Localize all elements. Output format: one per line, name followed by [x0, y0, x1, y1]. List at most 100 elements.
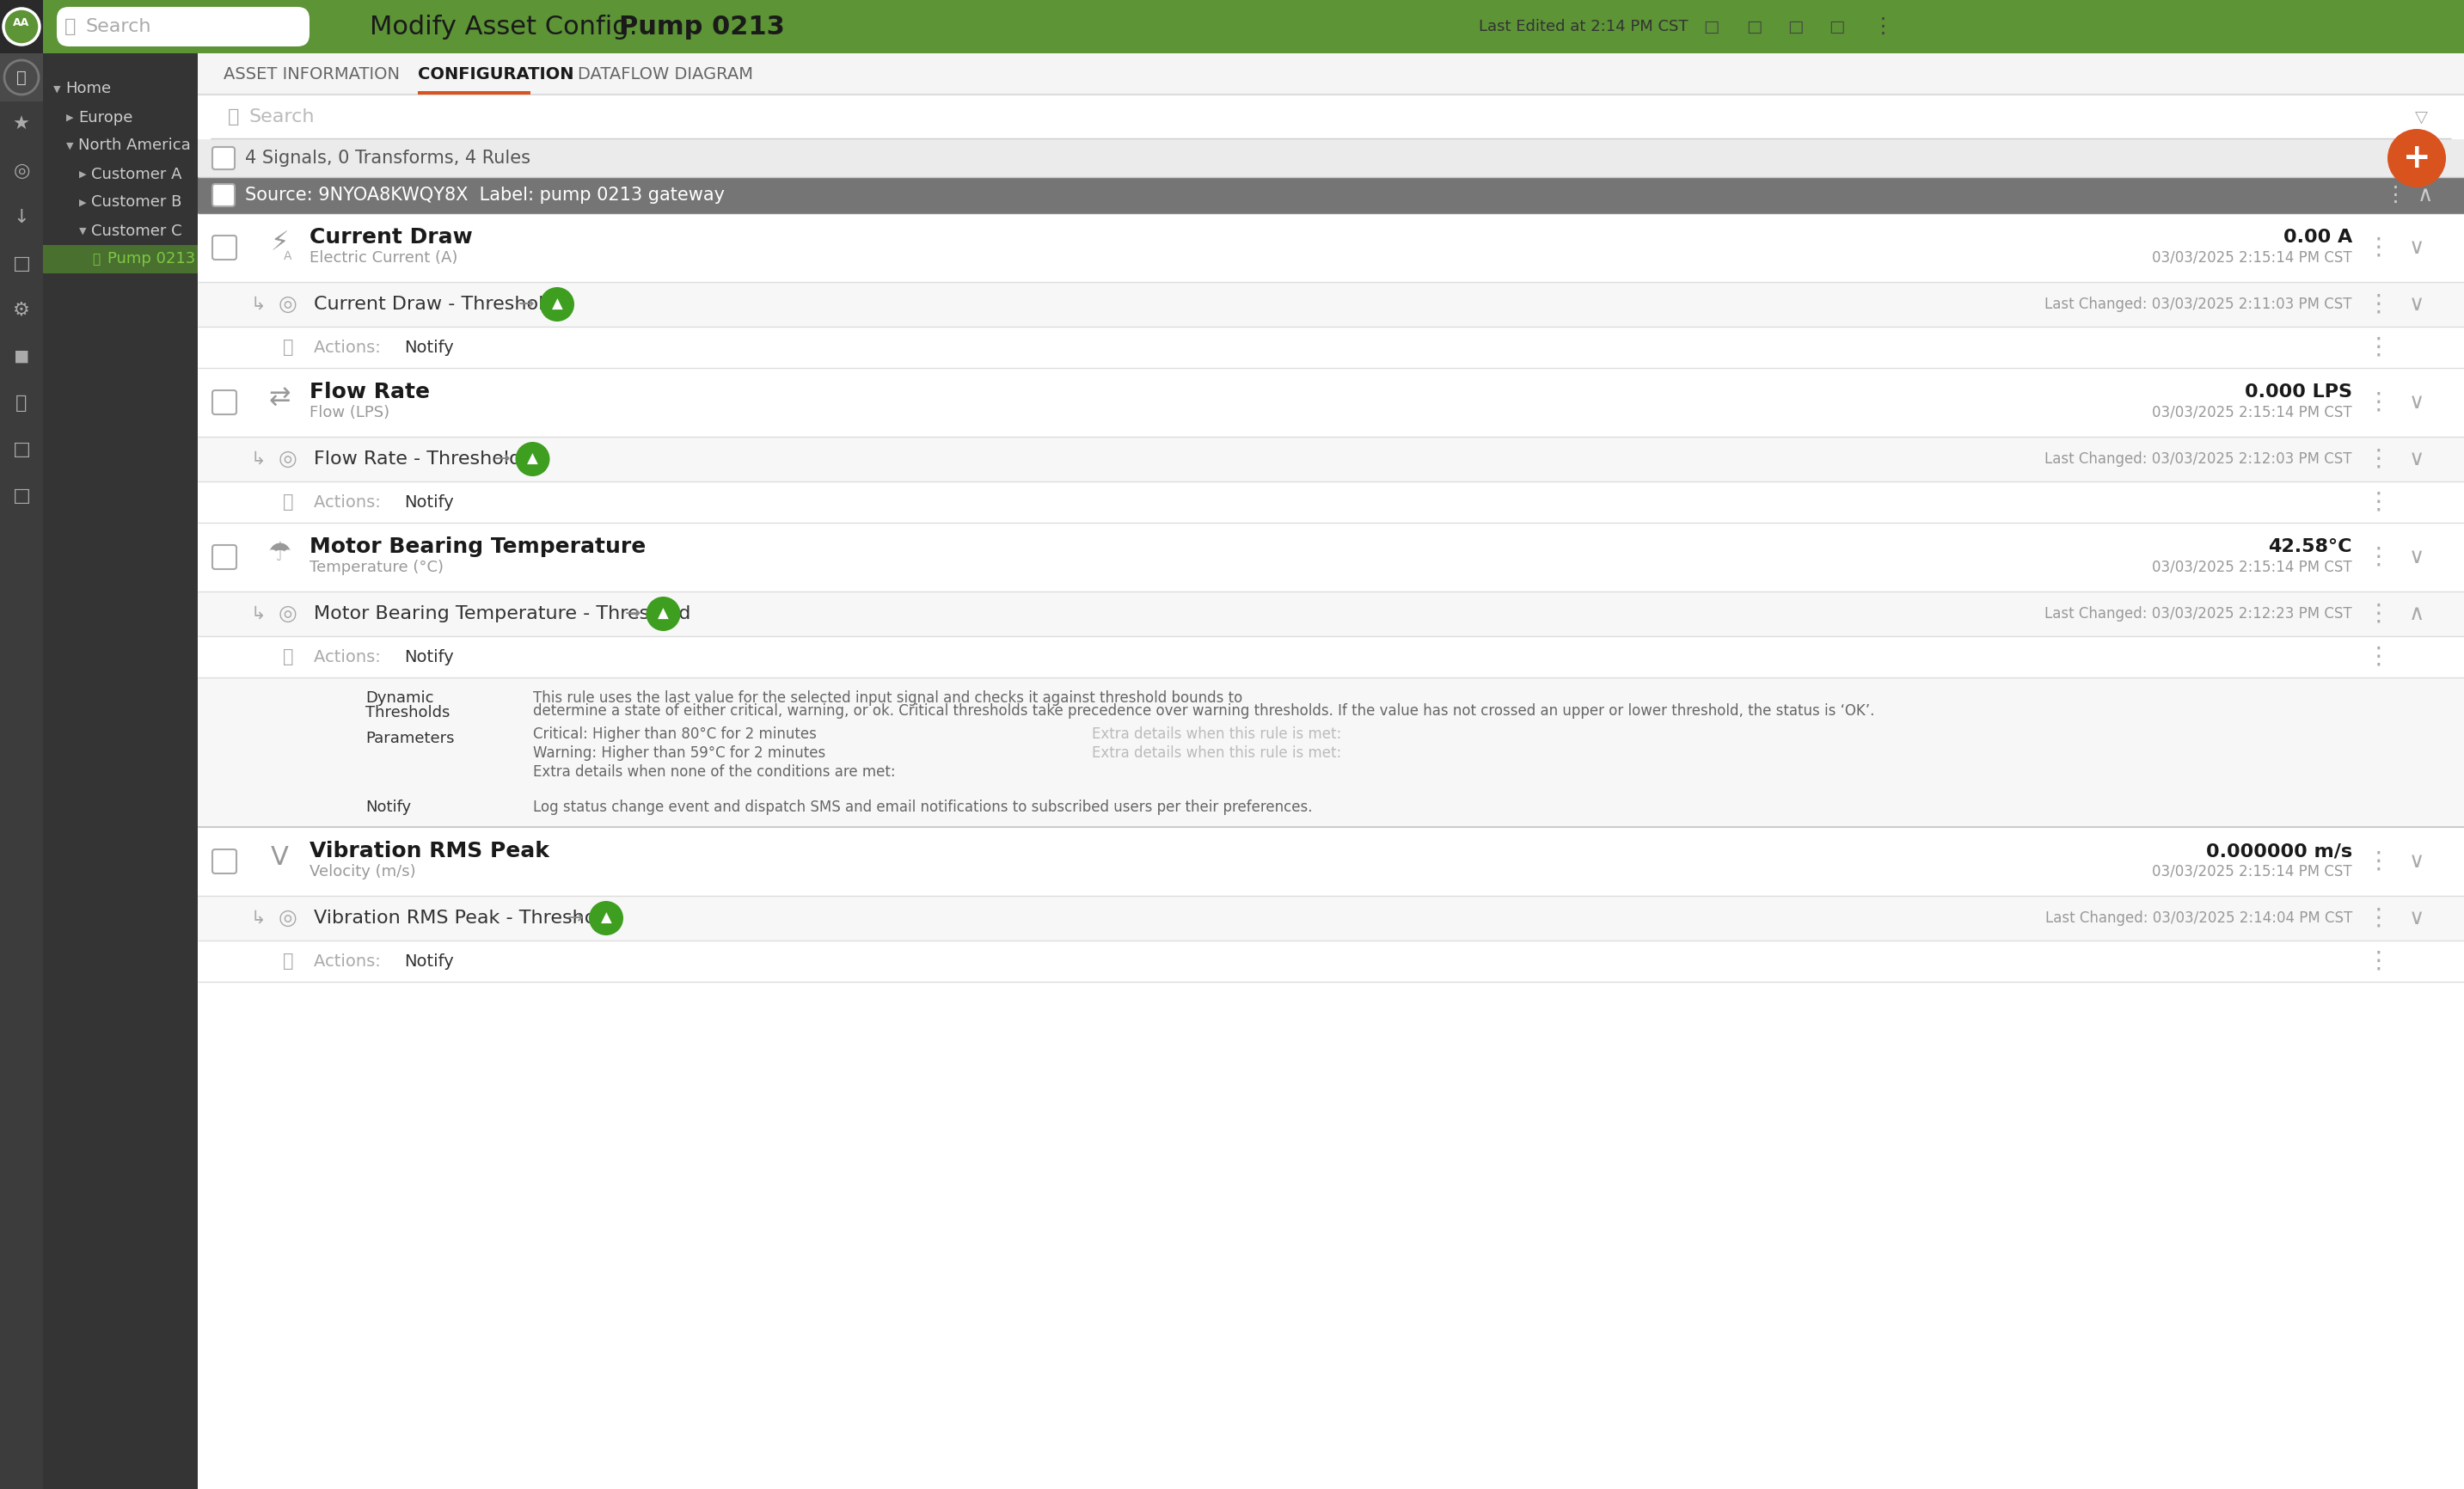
Text: North America: North America	[79, 138, 190, 153]
Text: ⋮: ⋮	[2365, 602, 2390, 625]
FancyBboxPatch shape	[212, 235, 237, 259]
Text: CONFIGURATION: CONFIGURATION	[419, 66, 574, 82]
Ellipse shape	[2, 9, 39, 45]
Text: Warning: Higher than 59°C for 2 minutes: Warning: Higher than 59°C for 2 minutes	[532, 746, 825, 761]
Text: ∧: ∧	[2417, 185, 2432, 205]
Text: ∨: ∨	[2410, 237, 2425, 258]
Bar	[197, 54, 2464, 95]
Text: ∨: ∨	[2410, 293, 2425, 314]
Text: ⋮: ⋮	[2365, 907, 2390, 931]
Text: DATAFLOW DIAGRAM: DATAFLOW DIAGRAM	[579, 66, 754, 82]
Text: ⋮: ⋮	[1873, 16, 1892, 37]
Text: ⋮: ⋮	[2365, 335, 2390, 359]
Bar	[0, 54, 42, 101]
Text: ↳: ↳	[251, 605, 266, 622]
Text: Search: Search	[86, 18, 153, 36]
Text: Pump 0213: Pump 0213	[618, 15, 784, 39]
Text: 📣: 📣	[283, 493, 293, 511]
Text: ▼: ▼	[54, 85, 62, 94]
Text: 03/03/2025 2:15:14 PM CST: 03/03/2025 2:15:14 PM CST	[2151, 864, 2353, 880]
Text: ⛯: ⛯	[91, 253, 101, 265]
Bar	[197, 140, 2464, 177]
Text: ↳: ↳	[251, 296, 266, 313]
Text: Customer A: Customer A	[91, 167, 182, 182]
Bar	[259, 541, 293, 575]
Text: □: □	[1786, 18, 1804, 34]
Text: ASSET INFORMATION: ASSET INFORMATION	[224, 66, 399, 82]
Text: ▼: ▼	[67, 141, 74, 150]
Text: ▽: ▽	[2415, 109, 2427, 125]
Circle shape	[2388, 130, 2447, 188]
Text: ◎: ◎	[278, 448, 298, 469]
Text: 0.00 A: 0.00 A	[2284, 229, 2353, 246]
Text: Europe: Europe	[79, 110, 133, 125]
Bar	[214, 850, 237, 873]
Text: ◎: ◎	[278, 603, 298, 624]
Text: ↓: ↓	[12, 208, 30, 226]
FancyBboxPatch shape	[212, 390, 237, 414]
Bar	[259, 386, 293, 420]
Bar	[0, 0, 42, 54]
Text: Actions:: Actions:	[313, 953, 387, 969]
Text: ▲: ▲	[601, 910, 611, 926]
Text: ⚙: ⚙	[12, 302, 30, 319]
Text: □: □	[1828, 18, 1843, 34]
Text: ▼: ▼	[79, 226, 86, 235]
FancyBboxPatch shape	[212, 545, 237, 569]
Text: 42.58°C: 42.58°C	[2269, 538, 2353, 555]
Bar	[197, 826, 2464, 896]
Text: ▲: ▲	[552, 296, 562, 313]
Bar	[259, 844, 293, 879]
Text: Vibration RMS Peak: Vibration RMS Peak	[310, 841, 549, 862]
Text: ⋮: ⋮	[2365, 490, 2390, 514]
Text: 📣: 📣	[283, 648, 293, 666]
Text: ⋮: ⋮	[2365, 292, 2390, 316]
Text: Notify: Notify	[404, 649, 453, 666]
Text: ⇄: ⇄	[269, 386, 291, 411]
Bar	[197, 177, 2464, 213]
Bar	[197, 591, 2464, 636]
Text: Pump 0213: Pump 0213	[108, 252, 195, 267]
Bar	[197, 523, 2464, 591]
Bar	[0, 0, 2464, 54]
Bar	[197, 677, 2464, 826]
Text: ⛯: ⛯	[17, 68, 27, 85]
Bar	[197, 436, 2464, 481]
Text: Customer B: Customer B	[91, 195, 182, 210]
Text: □: □	[12, 441, 30, 459]
Bar	[197, 636, 2464, 677]
Text: →: →	[493, 451, 510, 468]
Text: Extra details when this rule is met:: Extra details when this rule is met:	[1092, 746, 1340, 761]
Text: ⋮: ⋮	[2365, 545, 2390, 569]
Text: A: A	[283, 250, 293, 262]
Text: Notify: Notify	[404, 339, 453, 356]
Bar	[259, 231, 293, 265]
Bar	[197, 481, 2464, 523]
Text: ⋮: ⋮	[2365, 447, 2390, 471]
Text: Search: Search	[249, 109, 315, 125]
Text: Notify: Notify	[404, 494, 453, 511]
Text: →: →	[517, 296, 535, 313]
Text: ◎: ◎	[12, 162, 30, 180]
Bar	[197, 368, 2464, 436]
Circle shape	[540, 287, 574, 322]
Text: Flow Rate - Threshold: Flow Rate - Threshold	[313, 451, 522, 468]
Text: ◎: ◎	[278, 908, 298, 929]
Text: Motor Bearing Temperature - Threshold: Motor Bearing Temperature - Threshold	[313, 605, 690, 622]
Bar	[42, 246, 197, 274]
Bar	[197, 213, 2464, 281]
Text: ⋮: ⋮	[2385, 185, 2405, 205]
Text: 0.000000 m/s: 0.000000 m/s	[2205, 843, 2353, 859]
Text: Extra details when none of the conditions are met:: Extra details when none of the condition…	[532, 764, 894, 780]
Text: Current Draw: Current Draw	[310, 226, 473, 247]
Bar	[197, 281, 2464, 326]
Circle shape	[589, 901, 623, 935]
Text: 03/03/2025 2:15:14 PM CST: 03/03/2025 2:15:14 PM CST	[2151, 560, 2353, 575]
Text: Current Draw - Threshold: Current Draw - Threshold	[313, 296, 557, 313]
Bar	[214, 392, 237, 414]
Bar	[197, 95, 2464, 140]
Text: ★: ★	[12, 116, 30, 133]
Text: ∧: ∧	[2410, 603, 2425, 624]
Circle shape	[646, 597, 680, 631]
Bar	[214, 237, 237, 259]
